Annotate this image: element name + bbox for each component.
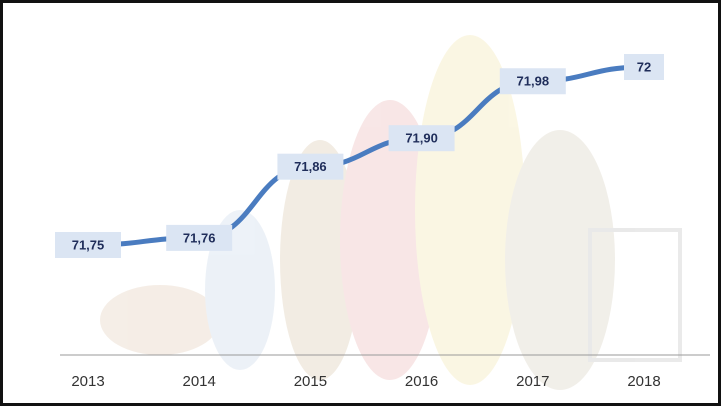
x-tick-label: 2014 <box>183 373 216 390</box>
x-tick-label: 2013 <box>71 373 104 390</box>
value-label-box <box>166 224 233 251</box>
value-label-box <box>55 232 121 258</box>
x-tick-label: 2016 <box>405 373 438 390</box>
value-label-box <box>277 153 344 180</box>
value-label-box <box>499 68 566 95</box>
x-tick-label: 2015 <box>294 373 327 390</box>
background-illustration <box>100 35 682 390</box>
value-label: 71,98 <box>517 74 550 89</box>
value-label: 71,76 <box>183 230 216 245</box>
value-label: 71,75 <box>72 237 105 252</box>
value-label: 72 <box>637 59 651 74</box>
x-tick-label: 2017 <box>516 373 549 390</box>
value-label: 71,90 <box>405 131 438 146</box>
value-label-box <box>388 125 455 152</box>
value-label-box <box>624 54 664 80</box>
x-tick-label: 2018 <box>627 373 660 390</box>
value-label: 71,86 <box>294 159 327 174</box>
